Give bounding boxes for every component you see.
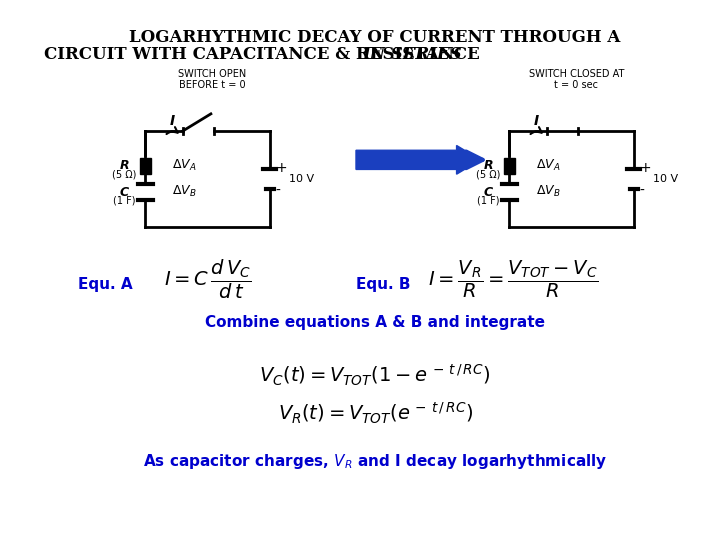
Text: $\Delta V_B$: $\Delta V_B$ [536,184,561,199]
Text: +: + [639,160,651,174]
Text: t = 0 sec: t = 0 sec [554,80,598,90]
Text: 10 V: 10 V [653,174,678,184]
Text: -: - [639,184,644,198]
Text: LOGARHYTHMIC DECAY OF CURRENT THROUGH A: LOGARHYTHMIC DECAY OF CURRENT THROUGH A [130,29,621,45]
Text: $\Delta V_A$: $\Delta V_A$ [536,158,561,173]
Text: $\Delta V_B$: $\Delta V_B$ [172,184,197,199]
Text: (5 Ω): (5 Ω) [112,169,136,179]
Text: +: + [276,160,287,174]
Text: C: C [484,186,492,199]
Text: R: R [120,159,129,172]
Text: $\Delta V_A$: $\Delta V_A$ [172,158,197,173]
Text: CIRCUIT WITH CAPACITANCE & RESISTANCE: CIRCUIT WITH CAPACITANCE & RESISTANCE [44,46,486,63]
FancyArrow shape [356,145,480,174]
Text: $I = C\,\dfrac{d\,V_C}{d\,t}$: $I = C\,\dfrac{d\,V_C}{d\,t}$ [164,258,252,301]
Text: $V_C(t) = V_{TOT}\left(1 - e^{\,-\,t\,/\,RC}\right)$: $V_C(t) = V_{TOT}\left(1 - e^{\,-\,t\,/\… [259,363,491,388]
Text: Equ. A: Equ. A [78,277,132,292]
Bar [140,158,151,174]
Text: As capacitor charges, $V_R$ and I decay logarhythmically: As capacitor charges, $V_R$ and I decay … [143,452,608,471]
Text: R: R [483,159,493,172]
Text: Equ. B: Equ. B [356,277,410,292]
Text: $I = \dfrac{V_R}{R} = \dfrac{V_{TOT} - V_C}{R}$: $I = \dfrac{V_R}{R} = \dfrac{V_{TOT} - V… [428,259,598,300]
Text: (1 F): (1 F) [477,195,500,205]
Text: I: I [534,114,539,128]
Text: (1 F): (1 F) [113,195,135,205]
Text: SWITCH OPEN: SWITCH OPEN [178,69,246,79]
Text: 10 V: 10 V [289,174,314,184]
Text: (5 Ω): (5 Ω) [476,169,500,179]
Text: -: - [276,184,280,198]
Text: $V_R(t) = V_{TOT}\left(e^{\,-\,t\,/\,RC}\right)$: $V_R(t) = V_{TOT}\left(e^{\,-\,t\,/\,RC}… [278,401,473,426]
Text: SWITCH CLOSED AT: SWITCH CLOSED AT [528,69,624,79]
Bar [503,158,515,174]
Text: BEFORE t = 0: BEFORE t = 0 [179,80,246,90]
Text: C: C [120,186,129,199]
Text: I: I [169,114,175,128]
Text: IN SERIES: IN SERIES [363,46,462,63]
Text: Combine equations A & B and integrate: Combine equations A & B and integrate [205,315,545,330]
